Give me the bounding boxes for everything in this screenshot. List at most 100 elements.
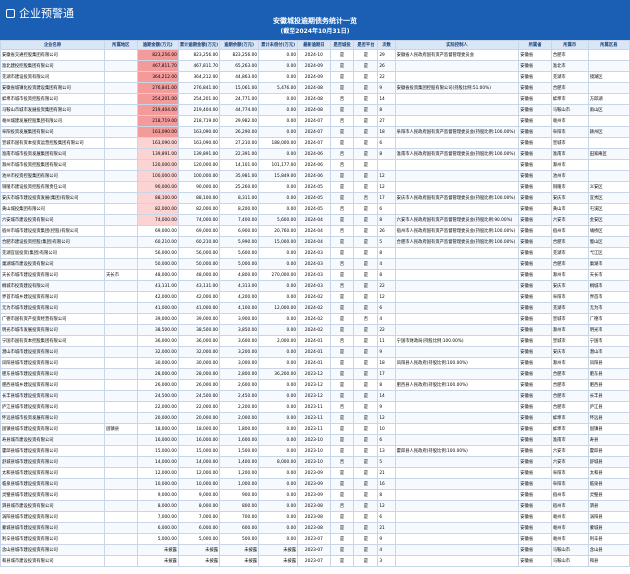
table-cell: 安庆市 xyxy=(550,280,589,292)
table-cell: 是 xyxy=(329,467,355,479)
table-cell: 临泉县 xyxy=(587,478,630,490)
table-cell: 六安市 xyxy=(550,445,589,457)
table-cell: 14 xyxy=(377,390,396,402)
table-cell: 15,000.00 xyxy=(258,236,299,248)
table-cell: 亳州市 xyxy=(550,533,589,545)
table-cell: 安徽省 xyxy=(518,335,552,347)
table-cell: 否 xyxy=(329,159,355,171)
table-cell xyxy=(394,104,520,116)
table-cell: 池州市投资控股集团有限公司 xyxy=(0,170,106,182)
table-cell: 庐江县城市建设投资有限公司 xyxy=(0,401,106,413)
table-cell: 26,290.00 xyxy=(219,126,260,138)
table-cell: 276,841.00 xyxy=(177,82,221,94)
table-cell: 28,000.00 xyxy=(136,368,179,380)
table-cell: 16,000.00 xyxy=(136,434,179,446)
table-cell: 0.00 xyxy=(258,192,299,204)
table-cell: 9,000.00 xyxy=(177,489,221,501)
table-cell xyxy=(104,115,138,127)
table-cell: 4 xyxy=(377,258,396,270)
table-cell xyxy=(104,225,138,237)
table-row: 安徽省城镇化投资建设集团有限公司 276,841.00 276,841.00 15,0… xyxy=(0,82,630,94)
table-cell: 无为市城市建设投资有限公司 xyxy=(0,302,106,314)
table-cell xyxy=(104,71,138,83)
table-cell: 2023-11 xyxy=(297,412,331,424)
table-cell xyxy=(104,203,138,215)
table-cell: 2024-05 xyxy=(297,192,331,204)
table-cell: 50,000.00 xyxy=(177,258,221,270)
table-cell: 800.00 xyxy=(219,500,260,512)
table-cell: 36,000.00 xyxy=(177,335,221,347)
table-cell: 12 xyxy=(377,291,396,303)
table-row: 凤阳县城市建设投资有限公司 30,000.00 30,000.00 3,000.00 0… xyxy=(0,357,630,369)
table-cell: 35,981.00 xyxy=(219,170,260,182)
table-cell: 101,177.00 xyxy=(258,159,299,171)
table-cell: 六安市 xyxy=(550,214,589,226)
table-cell: 是 xyxy=(329,489,355,501)
table-cell: 是 xyxy=(353,159,379,171)
table-body: 安徽省交通控股集团有限公司 823,256.00 823,256.00 823,256… xyxy=(0,49,630,567)
table-cell: 是 xyxy=(353,511,379,523)
table-cell: 阜阳投资发展集团有限公司 xyxy=(0,126,106,138)
table-cell: 36,200.00 xyxy=(258,368,299,380)
table-row: 界首市城乡建设投资有限公司 42,000.00 42,000.00 4,200.00 0… xyxy=(0,291,630,303)
header: 企业预警通 安徽城投逾期债务统计一览 (截至2024年10月31日) xyxy=(0,0,630,40)
table-cell xyxy=(104,247,138,259)
table-row: 阜阳投资发展集团有限公司 163,090.00 163,090.00 26,290.0… xyxy=(0,126,630,138)
table-cell xyxy=(104,335,138,347)
table-cell: 义安区 xyxy=(587,181,630,193)
table-cell: 是 xyxy=(353,522,379,534)
table-cell: 弋江区 xyxy=(587,247,630,259)
table-cell: 21 xyxy=(377,522,396,534)
table-cell: 太和县城市建设投资有限公司 xyxy=(0,467,106,479)
table-cell: 15,061.00 xyxy=(219,82,260,94)
table-cell: 芜湖市建设投资有限公司 xyxy=(0,71,106,83)
column-header: 累计逾期金额(万元) xyxy=(177,40,221,50)
table-cell: 32,000.00 xyxy=(177,346,221,358)
table-cell: 254,201.00 xyxy=(177,93,221,105)
table-cell: 利辛县城市建设投资有限公司 xyxy=(0,533,106,545)
table-cell xyxy=(104,533,138,545)
table-cell: 安徽省 xyxy=(518,258,552,270)
table-cell: 安徽省 xyxy=(518,401,552,413)
table-cell: 是 xyxy=(353,544,379,556)
table-cell: 0.00 xyxy=(258,324,299,336)
table-cell: 14 xyxy=(377,93,396,105)
table-cell: 3,850.00 xyxy=(219,324,260,336)
table-cell: 2023-09 xyxy=(297,478,331,490)
table-cell: 合肥市 xyxy=(550,236,589,248)
table-cell: 涡阳县 xyxy=(587,511,630,523)
table-cell xyxy=(394,159,520,171)
table-cell xyxy=(394,456,520,468)
table-cell: 2024-02 xyxy=(297,291,331,303)
table-cell: 是 xyxy=(353,489,379,501)
table-cell: 肥东县城市建设投资有限公司 xyxy=(0,368,106,380)
table-cell xyxy=(104,104,138,116)
table-cell: 桐城市投资建设有限公司 xyxy=(0,280,106,292)
table-cell: 安徽省 xyxy=(518,269,552,281)
table-row: 固镇县城市建设投资有限公司 固镇县 18,000.00 18,000.00 1,800.… xyxy=(0,423,630,435)
table-cell: 8 xyxy=(377,214,396,226)
table-cell xyxy=(104,93,138,105)
table-cell: 2024-05 xyxy=(297,181,331,193)
table-cell: 怀远县 xyxy=(587,412,630,424)
table-cell: 4 xyxy=(377,313,396,325)
table-cell: 合肥市 xyxy=(550,379,589,391)
table-cell xyxy=(104,126,138,138)
table-cell: 雨山区 xyxy=(587,104,630,116)
table-cell: 3,000.00 xyxy=(219,357,260,369)
table-cell: 安徽省 xyxy=(518,302,552,314)
logo[interactable]: 企业预警通 xyxy=(6,5,74,21)
table-cell xyxy=(104,192,138,204)
table-cell xyxy=(104,368,138,380)
table-cell: 安徽省 xyxy=(518,148,552,160)
table-cell: 14,101.00 xyxy=(219,159,260,171)
table-cell: 2024-01 xyxy=(297,357,331,369)
table-cell: 15,000.00 xyxy=(177,445,221,457)
table-cell: 2024-03 xyxy=(297,258,331,270)
table-cell: 是 xyxy=(329,71,355,83)
table-cell: 823,256.00 xyxy=(177,49,221,61)
table-cell: 0.00 xyxy=(258,522,299,534)
column-header: 实际控制人 xyxy=(394,40,520,50)
table-cell xyxy=(104,401,138,413)
table-cell: 是 xyxy=(329,478,355,490)
